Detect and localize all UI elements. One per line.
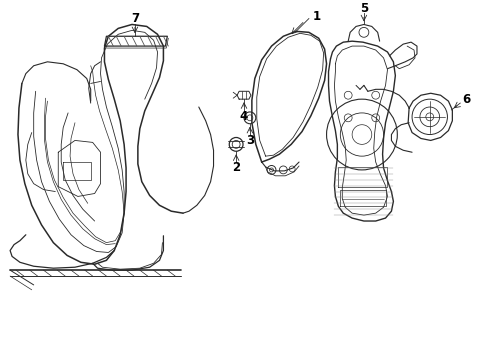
Text: 3: 3: [245, 134, 253, 147]
Text: 2: 2: [232, 161, 240, 175]
Text: 7: 7: [131, 12, 139, 25]
Text: 4: 4: [240, 111, 247, 123]
Text: 1: 1: [312, 10, 320, 23]
Text: 5: 5: [359, 2, 367, 15]
Text: 6: 6: [461, 93, 469, 105]
